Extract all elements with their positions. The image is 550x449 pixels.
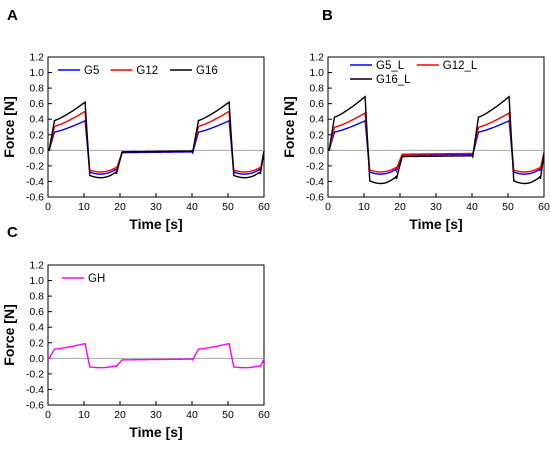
y-tick-label: 1.2 [29,260,44,272]
legend-label: GH [88,273,105,285]
legend-label: G12 [136,65,158,77]
series-line-g12-l [328,111,545,173]
x-tick-label: 40 [466,201,478,213]
x-tick-label: 40 [186,409,198,421]
y-tick-label: 0.8 [29,291,44,303]
x-tick-label: 10 [358,201,370,213]
panel-label: C [7,224,18,241]
y-tick-label: -0.4 [26,176,44,188]
panel-b: B -0.6 -0.4 -0.2 0.0 0.2 0.4 0.6 0.8 1.0 1.2 0 10 20 3… [281,7,550,232]
y-tick-label: 0.6 [29,306,44,318]
legend-label: G12_L [443,60,478,72]
series-line-gh [48,342,265,369]
x-tick-label: 30 [430,201,442,213]
y-tick-label: -0.6 [26,400,44,412]
x-tick-label: 60 [538,201,550,213]
x-tick-label: 30 [150,409,162,421]
y-tick-label: 0.4 [309,114,324,126]
legend-label: G16 [196,65,218,77]
legend-label: G16_L [376,74,411,86]
legend-label: G5_L [376,60,405,72]
legend: GH [62,273,105,285]
y-tick-label: -0.6 [26,192,44,204]
y-tick-label: 0.4 [29,322,44,334]
y-tick-label: 1.2 [309,52,324,64]
y-tick-label: 0.8 [29,83,44,95]
panel-label: B [322,7,333,24]
plot-frame [47,56,265,198]
y-tick-label: 1.0 [29,275,44,287]
y-tick-label: -0.2 [26,368,44,380]
plot-frame [327,56,545,198]
y-tick-label: -0.2 [306,160,324,172]
panel-c: C -0.6 -0.4 -0.2 0.0 0.2 0.4 0.6 0.8 1.0 1.2 0 10 20 3… [1,224,270,440]
x-axis-title: Time [s] [129,424,182,440]
y-tick-label: -0.2 [26,160,44,172]
series-line-g5 [48,119,265,175]
plot-frame [47,264,265,406]
y-tick-label: 0.2 [29,337,44,349]
x-axis-title: Time [s] [129,216,182,232]
y-tick-label: 0.2 [309,129,324,141]
series-line-g5-l [328,119,545,175]
y-tick-label: 0.0 [29,353,44,365]
x-tick-label: 50 [222,409,234,421]
x-tick-label: 30 [150,201,162,213]
legend-label: G5 [84,65,99,77]
y-tick-label: 0.6 [309,98,324,110]
y-tick-label: -0.4 [26,384,44,396]
y-tick-label: -0.6 [306,192,324,204]
panel-label: A [7,7,18,24]
series-line-g16 [48,100,265,179]
x-tick-label: 10 [78,201,90,213]
legend: G5 G12 G16 [58,65,218,77]
y-tick-label: 1.2 [29,52,44,64]
x-tick-label: 50 [502,201,514,213]
x-tick-label: 20 [114,201,126,213]
x-tick-label: 40 [186,201,198,213]
y-tick-label: 1.0 [29,67,44,79]
x-tick-label: 10 [78,409,90,421]
y-tick-label: 0.8 [309,83,324,95]
x-tick-label: 0 [45,201,51,213]
series-line-g16-l [328,95,545,185]
y-tick-label: 0.6 [29,98,44,110]
panel-a: A -0.6 -0.4 -0.2 0.0 0.2 0.4 0.6 0.8 1.0 1.2 0 10 20 3… [1,7,270,232]
x-tick-label: 50 [222,201,234,213]
y-tick-label: 1.0 [309,67,324,79]
x-tick-label: 20 [394,201,406,213]
y-tick-label: -0.4 [306,176,324,188]
y-tick-label: 0.2 [29,129,44,141]
y-axis-title: Force [N] [1,96,17,157]
y-tick-label: 0.0 [29,145,44,157]
legend: G5_L G12_L G16_L [350,60,478,86]
x-tick-label: 60 [258,409,270,421]
y-axis-title: Force [N] [1,304,17,365]
y-axis-title: Force [N] [281,96,297,157]
x-tick-label: 0 [45,409,51,421]
y-tick-label: 0.0 [309,145,324,157]
x-tick-label: 60 [258,201,270,213]
x-tick-label: 20 [114,409,126,421]
y-tick-label: 0.4 [29,114,44,126]
x-tick-label: 0 [325,201,331,213]
x-axis-title: Time [s] [409,216,462,232]
